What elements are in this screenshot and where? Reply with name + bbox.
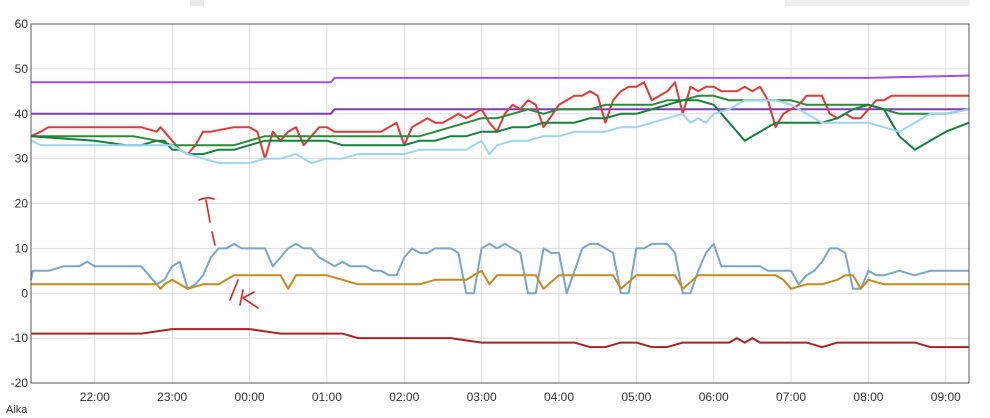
series-line-6 [30, 99, 970, 165]
x-tick-label: 08:00 [853, 390, 883, 404]
x-axis: 22:00 23:00 00:00 01:00 02:00 03:00 04:00 05:00… [80, 390, 961, 404]
x-tick-label: 09:00 [931, 390, 961, 404]
y-axis: -20 -10 0 10 20 30 40 50 60 [11, 17, 29, 390]
x-tick-label: 05:00 [621, 390, 651, 404]
y-tick-label: 0 [21, 286, 28, 300]
series-line-8 [31, 269, 969, 290]
handwritten-annotation [198, 197, 259, 309]
series-line-5 [30, 99, 970, 156]
y-tick-label: 10 [15, 241, 29, 255]
y-tick-label: -10 [11, 331, 29, 345]
series-line-9 [31, 328, 969, 349]
x-tick-label: 00:00 [235, 390, 265, 404]
toolbar-fragment-left [190, 0, 204, 6]
x-tick-label: 04:00 [544, 390, 574, 404]
x-tick-label: 07:00 [776, 390, 806, 404]
y-tick-label: 50 [15, 62, 29, 76]
y-tick-label: 60 [15, 17, 29, 31]
y-tick-label: 40 [15, 107, 29, 121]
series-layer [30, 74, 970, 349]
series-line-3 [30, 81, 969, 160]
y-tick-label: -20 [11, 376, 29, 390]
y-tick-label: 20 [15, 197, 29, 211]
series-line-1 [31, 74, 970, 84]
x-tick-label: 22:00 [80, 390, 110, 404]
x-tick-label: 23:00 [157, 390, 187, 404]
series-line-4 [31, 94, 970, 147]
plot-area [30, 23, 970, 384]
x-tick-label: 06:00 [699, 390, 729, 404]
toolbar-fragment-right [785, 0, 970, 6]
grid [31, 23, 969, 384]
x-tick-label: 02:00 [389, 390, 419, 404]
x-tick-label: 03:00 [467, 390, 497, 404]
y-tick-label: 30 [15, 152, 29, 166]
x-axis-title: Aika [6, 404, 28, 416]
x-tick-label: 01:00 [312, 390, 342, 404]
series-line-7 [30, 242, 969, 295]
